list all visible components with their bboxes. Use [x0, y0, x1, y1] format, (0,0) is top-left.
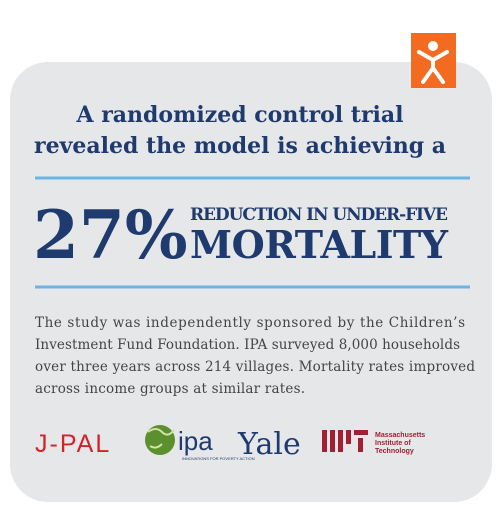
- mit-name: Technology: [375, 448, 414, 455]
- heading-line: A randomized control trial: [75, 102, 403, 128]
- stat-caption: MORTALITY: [190, 222, 449, 267]
- mit-mark: [322, 430, 368, 452]
- body-line: across income groups at similar rates.: [35, 381, 305, 397]
- body-line: over three years across 214 villages. Mo…: [35, 359, 475, 375]
- mit-name: Massachusetts: [375, 432, 425, 439]
- logo-icon: [411, 33, 456, 88]
- body-line: Investment Fund Foundation. IPA surveyed…: [35, 337, 460, 353]
- yale-logo: Yale: [237, 427, 301, 462]
- card: [10, 62, 492, 502]
- ipa-logo: ipa: [178, 426, 213, 456]
- stat-caption: REDUCTION IN UNDER-FIVE: [190, 205, 448, 225]
- heading-line: revealed the model is achieving a: [34, 133, 446, 159]
- ipa-tagline: INNOVATIONS FOR POVERTY ACTION: [182, 456, 255, 461]
- stat-number: 27%: [33, 196, 188, 274]
- ipa-globe: [145, 425, 175, 455]
- body-line: The study was independently sponsored by…: [35, 315, 465, 331]
- jpal-logo: J-PAL: [35, 430, 111, 458]
- mit-name: Institute of: [375, 440, 411, 447]
